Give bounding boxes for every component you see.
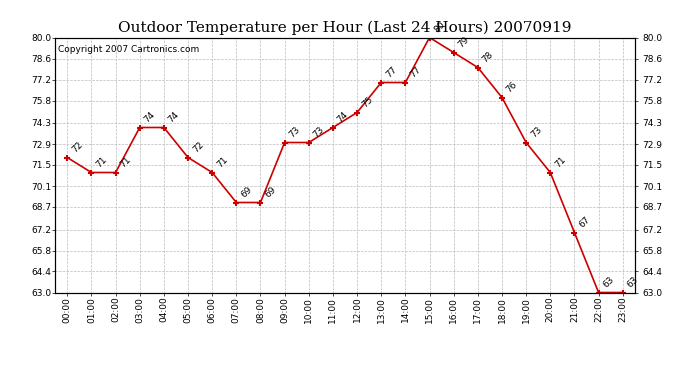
Text: 74: 74 — [167, 110, 181, 125]
Text: 63: 63 — [626, 275, 640, 290]
Text: 69: 69 — [239, 185, 254, 200]
Text: 75: 75 — [360, 95, 375, 110]
Text: Copyright 2007 Cartronics.com: Copyright 2007 Cartronics.com — [58, 45, 199, 54]
Text: 71: 71 — [119, 155, 133, 170]
Text: 79: 79 — [457, 35, 471, 50]
Text: 73: 73 — [529, 125, 544, 140]
Text: 72: 72 — [70, 140, 84, 155]
Text: 73: 73 — [312, 125, 326, 140]
Text: 67: 67 — [578, 215, 592, 230]
Text: 71: 71 — [553, 155, 568, 170]
Text: 80: 80 — [433, 20, 447, 35]
Text: 74: 74 — [143, 110, 157, 125]
Text: 77: 77 — [384, 65, 399, 80]
Text: 74: 74 — [336, 110, 350, 125]
Text: 76: 76 — [505, 80, 520, 95]
Text: 73: 73 — [288, 125, 302, 140]
Text: 78: 78 — [481, 50, 495, 65]
Text: 71: 71 — [215, 155, 230, 170]
Text: 63: 63 — [602, 275, 616, 290]
Text: 72: 72 — [191, 140, 205, 155]
Text: 77: 77 — [408, 65, 423, 80]
Text: 69: 69 — [264, 185, 278, 200]
Title: Outdoor Temperature per Hour (Last 24 Hours) 20070919: Outdoor Temperature per Hour (Last 24 Ho… — [118, 21, 572, 35]
Text: 71: 71 — [95, 155, 109, 170]
